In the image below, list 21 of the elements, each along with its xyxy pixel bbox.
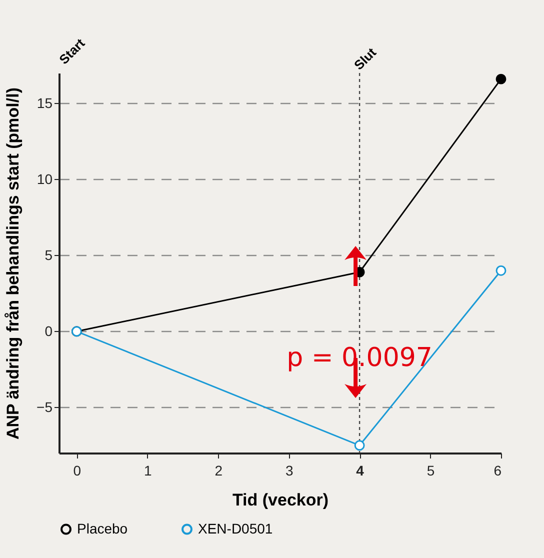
x-tick-label: 0 [73,462,82,478]
x-axis-title: Tid (veckor) [232,490,329,510]
point [354,440,365,451]
y-axis-title: ANP ändring från behandlings start (pmol/l) [4,88,23,440]
x-tick-label: 4 [356,462,364,478]
y-tick-label: 15 [36,94,53,111]
point [496,74,506,84]
x-tick-label: 2 [214,462,223,478]
legend-label: Placebo [77,520,128,536]
y-tick-label: 5 [44,246,53,263]
y-tick-label: 10 [36,170,53,187]
x-tick-label: 1 [144,462,152,478]
y-tick-label: 0 [44,322,53,339]
ref-line-label: Slut [351,44,380,73]
y-tick-label: −5 [36,398,53,415]
legend-label: XEN-D0501 [198,520,273,536]
annotation: p = 0.0097 [286,343,432,373]
point [496,265,506,276]
x-tick-label: 3 [285,462,294,478]
x-tick-label: 6 [494,462,502,478]
x-tick-label: 5 [426,462,435,478]
